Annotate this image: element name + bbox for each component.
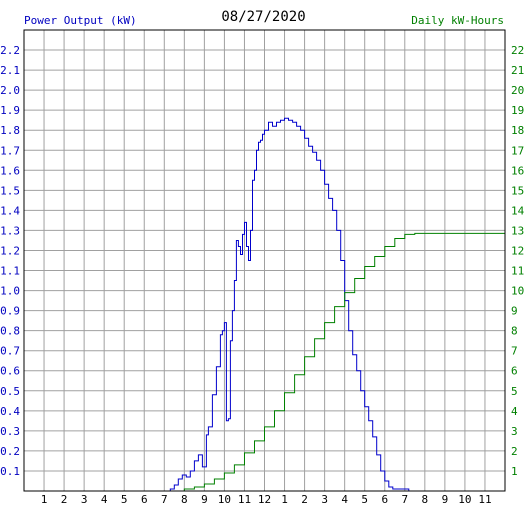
y-tick-label-left: 0.3 — [0, 425, 20, 438]
y-tick-label-right: 2 — [511, 445, 518, 458]
y-tick-label-left: 0.2 — [0, 445, 20, 458]
y-tick-label-left: 1.6 — [0, 164, 20, 177]
y-tick-label-right: 20 — [511, 84, 524, 97]
power-output-line — [24, 117, 505, 492]
y-tick-label-right: 21 — [511, 64, 524, 77]
x-tick-label: 8 — [181, 493, 188, 506]
x-tick-label: 2 — [301, 493, 308, 506]
x-tick-label: 10 — [458, 493, 471, 506]
y-tick-label-left: 1.9 — [0, 104, 20, 117]
series — [24, 117, 505, 492]
y-tick-label-left: 2.2 — [0, 44, 20, 57]
y-tick-label-right: 15 — [511, 184, 524, 197]
x-tick-label: 11 — [238, 493, 251, 506]
daily-energy-line — [24, 232, 505, 492]
x-tick-label: 7 — [161, 493, 168, 506]
y-tick-label-left: 1.0 — [0, 285, 20, 298]
y-tick-label-left: 0.1 — [0, 465, 20, 478]
y-tick-label-right: 4 — [511, 405, 518, 418]
y-tick-label-right: 12 — [511, 244, 524, 257]
y-tick-label-right: 10 — [511, 285, 524, 298]
y-tick-label-right: 11 — [511, 265, 524, 278]
y-tick-label-left: 0.8 — [0, 325, 20, 338]
right-axis-label: Daily kW-Hours — [411, 14, 504, 27]
left-axis-label: Power Output (kW) — [24, 14, 137, 27]
x-tick-label: 9 — [442, 493, 449, 506]
x-tick-label: 9 — [201, 493, 208, 506]
x-tick-label: 7 — [401, 493, 408, 506]
x-tick-label: 8 — [422, 493, 429, 506]
x-tick-label: 4 — [101, 493, 108, 506]
x-tick-label: 1 — [281, 493, 288, 506]
x-tick-label: 1 — [41, 493, 48, 506]
y-tick-label-right: 5 — [511, 385, 518, 398]
y-tick-label-left: 0.7 — [0, 345, 20, 358]
x-tick-label: 6 — [141, 493, 148, 506]
y-tick-label-left: 1.4 — [0, 204, 20, 217]
x-tick-label: 10 — [218, 493, 231, 506]
x-tick-label: 12 — [258, 493, 271, 506]
grid — [24, 30, 505, 491]
y-tick-label-right: 19 — [511, 104, 524, 117]
y-tick-label-right: 9 — [511, 305, 518, 318]
y-tick-label-right: 3 — [511, 425, 518, 438]
x-tick-label: 11 — [478, 493, 491, 506]
y-tick-label-left: 1.5 — [0, 184, 20, 197]
y-tick-label-right: 1 — [511, 465, 518, 478]
y-tick-label-left: 1.1 — [0, 265, 20, 278]
y-tick-label-right: 7 — [511, 345, 518, 358]
y-tick-label-right: 6 — [511, 365, 518, 378]
x-tick-label: 4 — [341, 493, 348, 506]
y-tick-label-left: 1.3 — [0, 224, 20, 237]
x-axis-ticks: 1 2 3 4 5 6 7 8 9 10 11 12 1 2 3 4 5 6 7 8 9 10 11 — [41, 493, 492, 506]
x-tick-label: 2 — [61, 493, 68, 506]
chart-title: 08/27/2020 — [221, 9, 306, 25]
x-tick-label: 5 — [361, 493, 368, 506]
y-tick-label-left: 0.6 — [0, 365, 20, 378]
y-tick-label-right: 17 — [511, 144, 524, 157]
y-tick-label-right: 16 — [511, 164, 524, 177]
y-tick-label-right: 22 — [511, 44, 524, 57]
left-axis-ticks: 0.1 0.2 0.3 0.4 0.5 0.6 0.7 0.8 0.9 1.0 1.1 1.2 1.3 1… — [0, 44, 20, 478]
y-tick-label-left: 1.8 — [0, 124, 20, 137]
y-tick-label-left: 2.0 — [0, 84, 20, 97]
y-tick-label-left: 1.2 — [0, 244, 20, 257]
y-tick-label-left: 0.4 — [0, 405, 20, 418]
y-tick-label-left: 0.5 — [0, 385, 20, 398]
y-tick-label-right: 13 — [511, 224, 524, 237]
x-tick-label: 5 — [121, 493, 128, 506]
y-tick-label-left: 2.1 — [0, 64, 20, 77]
y-tick-label-left: 0.9 — [0, 305, 20, 318]
x-tick-label: 6 — [381, 493, 388, 506]
y-tick-label-right: 8 — [511, 325, 518, 338]
x-tick-label: 3 — [321, 493, 328, 506]
y-tick-label-right: 18 — [511, 124, 524, 137]
plot-frame — [23, 29, 506, 492]
y-tick-label-left: 1.7 — [0, 144, 20, 157]
y-tick-label-right: 14 — [511, 204, 525, 217]
x-tick-label: 3 — [81, 493, 88, 506]
